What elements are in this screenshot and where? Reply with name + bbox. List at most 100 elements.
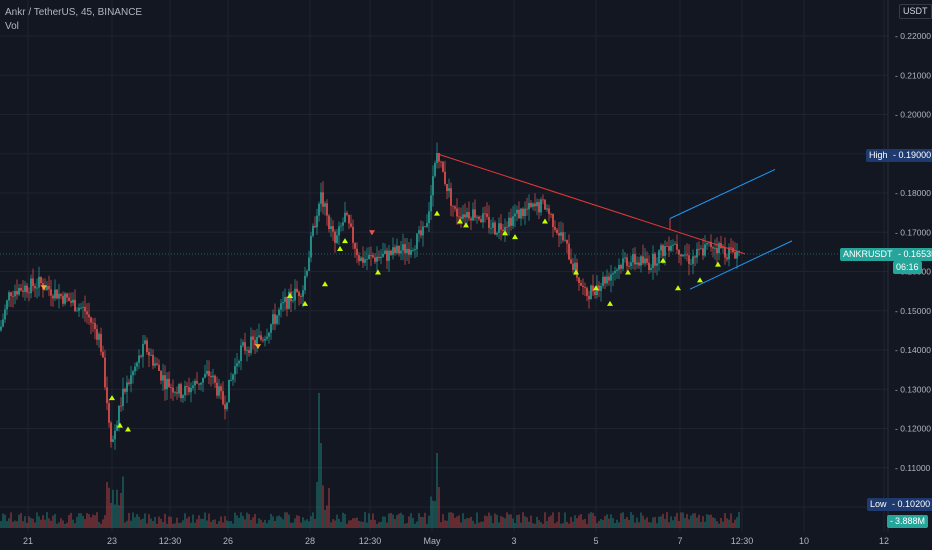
candle-body <box>518 209 520 219</box>
candle-body <box>634 254 636 265</box>
candle-body <box>220 386 222 392</box>
volume-bar <box>128 512 130 528</box>
candle-body <box>704 244 706 256</box>
volume-bar <box>204 512 206 528</box>
volume-bar <box>88 514 90 528</box>
chart-grid <box>0 0 888 532</box>
volume-bar <box>214 519 216 528</box>
volume-bar <box>60 518 62 528</box>
volume-bar <box>62 520 64 528</box>
candle-body <box>406 248 408 254</box>
volume-bar <box>602 520 604 528</box>
time-axis[interactable]: 21 23 12:30 26 28 12:30 May 3 5 7 12:30 10 12 <box>23 536 889 546</box>
candle-body <box>390 250 392 255</box>
volume-bar <box>616 519 618 528</box>
candle-body <box>502 229 504 232</box>
candle-body <box>650 268 652 270</box>
candle-body <box>284 297 286 303</box>
volume-bar <box>380 521 382 528</box>
volume-bar <box>292 522 294 528</box>
currency-button[interactable]: USDT <box>899 4 932 19</box>
candle-body <box>738 250 740 252</box>
candle-body <box>624 257 626 259</box>
volume-bar <box>422 517 424 528</box>
volume-bar <box>384 516 386 528</box>
y-tick-label: - 0.11000 <box>895 463 931 473</box>
candle-body <box>214 375 216 383</box>
candle-body <box>222 391 224 405</box>
candle-body <box>598 285 600 291</box>
volume-bar <box>448 512 450 528</box>
volume-bar <box>626 517 628 528</box>
signal-marker-up <box>117 422 123 428</box>
candle-body <box>212 375 214 378</box>
volume-bar <box>458 515 460 528</box>
candle-body <box>660 245 662 251</box>
candle-body <box>652 253 654 269</box>
candle-body <box>638 262 640 266</box>
candle-body <box>274 314 276 324</box>
volume-bar <box>452 513 454 528</box>
volume-bar <box>470 516 472 528</box>
candle-body <box>134 366 136 372</box>
volume-bar <box>382 516 384 528</box>
channel-upper-line[interactable] <box>669 168 776 219</box>
volume-bar <box>90 517 92 528</box>
volume-indicator-label[interactable]: Vol <box>5 21 19 32</box>
volume-bar <box>474 523 476 528</box>
volume-bar <box>190 522 192 528</box>
signal-marker-up <box>302 300 308 306</box>
candle-body <box>568 243 570 260</box>
candle-body <box>2 319 4 327</box>
volume-bar <box>508 514 510 528</box>
volume-bar <box>362 521 364 528</box>
candle-body <box>246 350 248 351</box>
volume-bar <box>290 522 292 528</box>
volume-bar <box>706 514 708 528</box>
volume-bar <box>676 512 678 528</box>
signal-marker-up <box>715 261 721 267</box>
candle-body <box>706 243 708 245</box>
volume-bar <box>2 513 4 528</box>
candle-body <box>522 208 524 217</box>
volume-bar <box>392 514 394 528</box>
volume-bar <box>732 522 734 528</box>
volume-bar <box>408 516 410 528</box>
symbol-title: Ankr / TetherUS, 45, BINANCE <box>5 7 143 18</box>
volume-bar <box>628 519 630 528</box>
trendline-line[interactable] <box>436 153 746 255</box>
candle-body <box>330 226 332 230</box>
volume-bar <box>542 523 544 528</box>
candle-body <box>674 243 676 245</box>
candle-body <box>532 203 534 207</box>
channel-lower-line[interactable] <box>689 240 793 290</box>
volume-bar <box>430 496 432 528</box>
volume-bar <box>340 521 342 528</box>
volume-bar <box>106 481 108 528</box>
trend-drawings[interactable] <box>436 153 793 290</box>
volume-bar <box>198 515 200 528</box>
signal-marker-up <box>125 426 131 432</box>
candle-body <box>722 247 724 249</box>
volume-bar <box>428 515 430 528</box>
volume-bar <box>168 516 170 528</box>
candle-body <box>492 222 494 228</box>
volume-bar <box>418 513 420 528</box>
volume-bar <box>302 517 304 528</box>
volume-bar <box>52 515 54 528</box>
y-tick-label: - 0.12000 <box>895 424 931 434</box>
candle-body <box>616 269 618 271</box>
candle-body <box>94 323 96 330</box>
volume-bar <box>332 518 334 528</box>
candle-body <box>506 226 508 228</box>
volume-bar <box>378 522 380 528</box>
volume-bar <box>566 521 568 528</box>
signal-marker-up <box>434 210 440 216</box>
candle-body <box>182 395 184 399</box>
volume-bar <box>488 512 490 528</box>
candle-body <box>110 422 112 442</box>
volume-bar <box>646 517 648 528</box>
candle-body <box>234 366 236 375</box>
candle-body <box>58 293 60 299</box>
